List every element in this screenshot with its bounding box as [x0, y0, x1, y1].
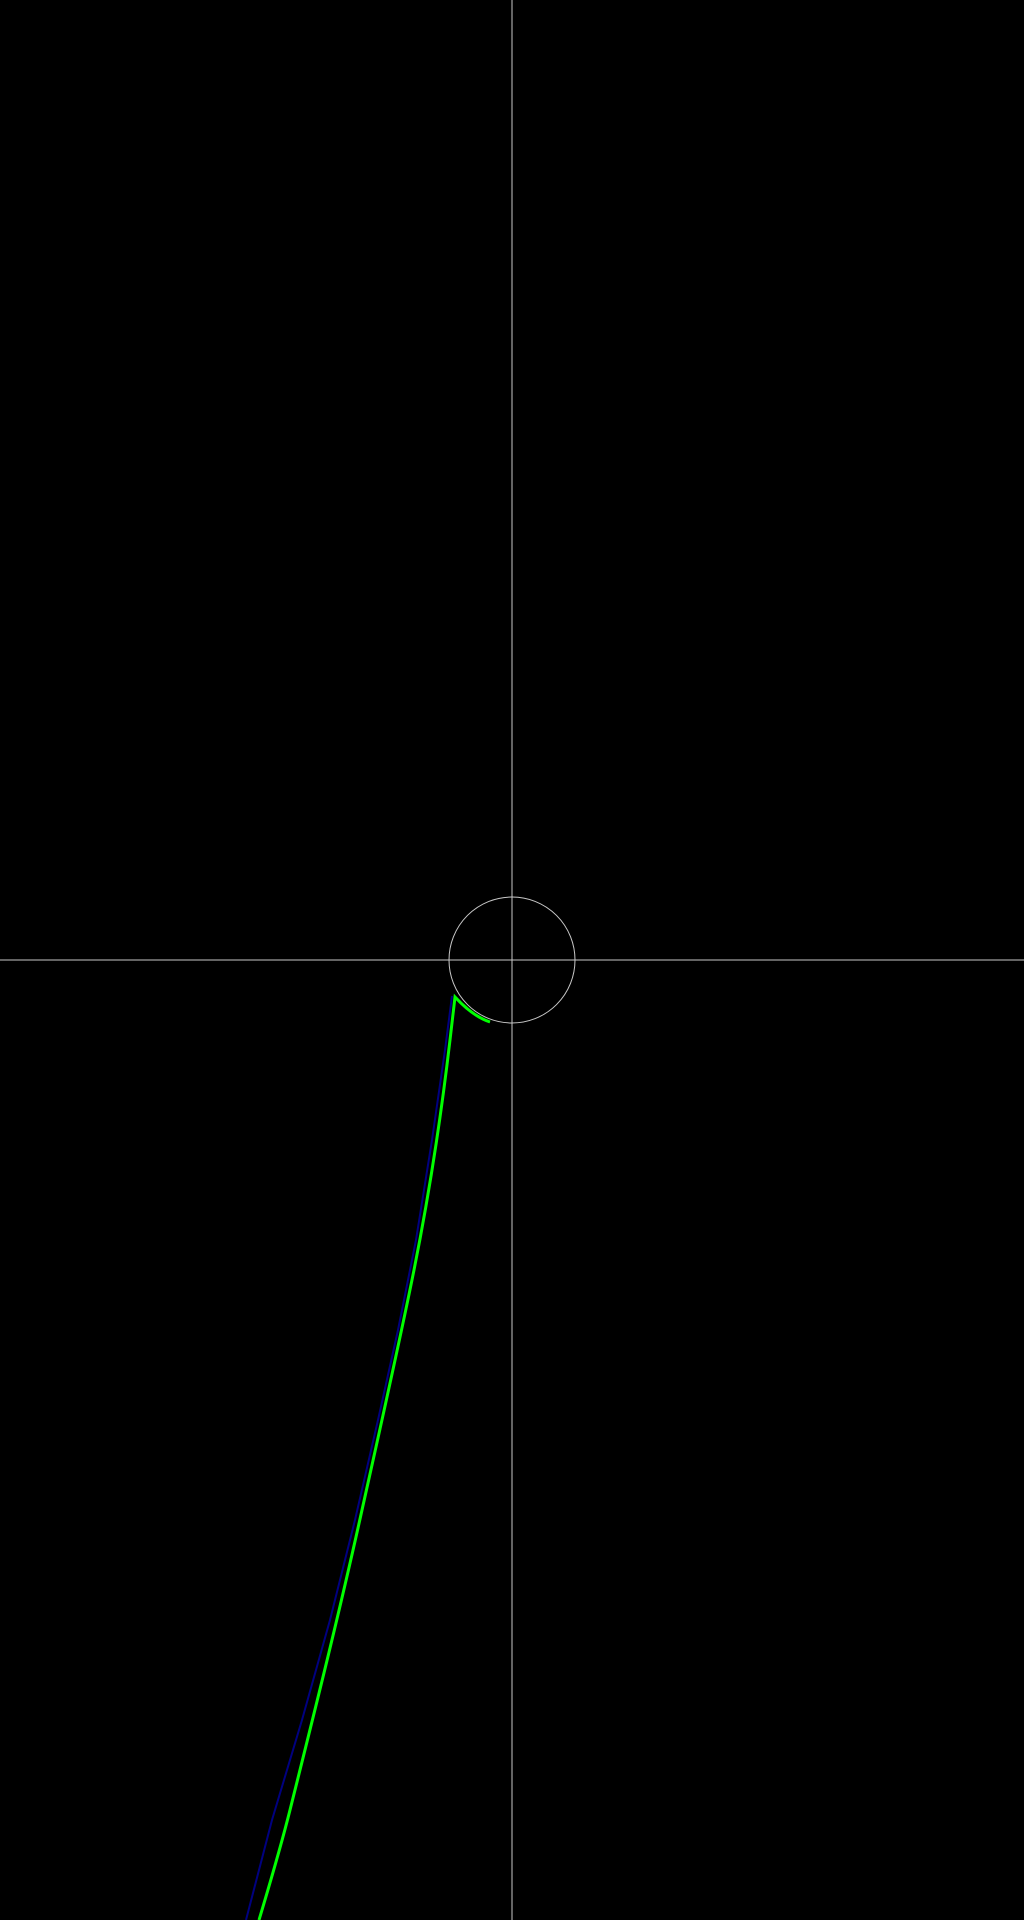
- unit-circle: [448, 896, 576, 1024]
- reference-path: [245, 995, 453, 1920]
- trajectory-curve: [257, 993, 491, 1920]
